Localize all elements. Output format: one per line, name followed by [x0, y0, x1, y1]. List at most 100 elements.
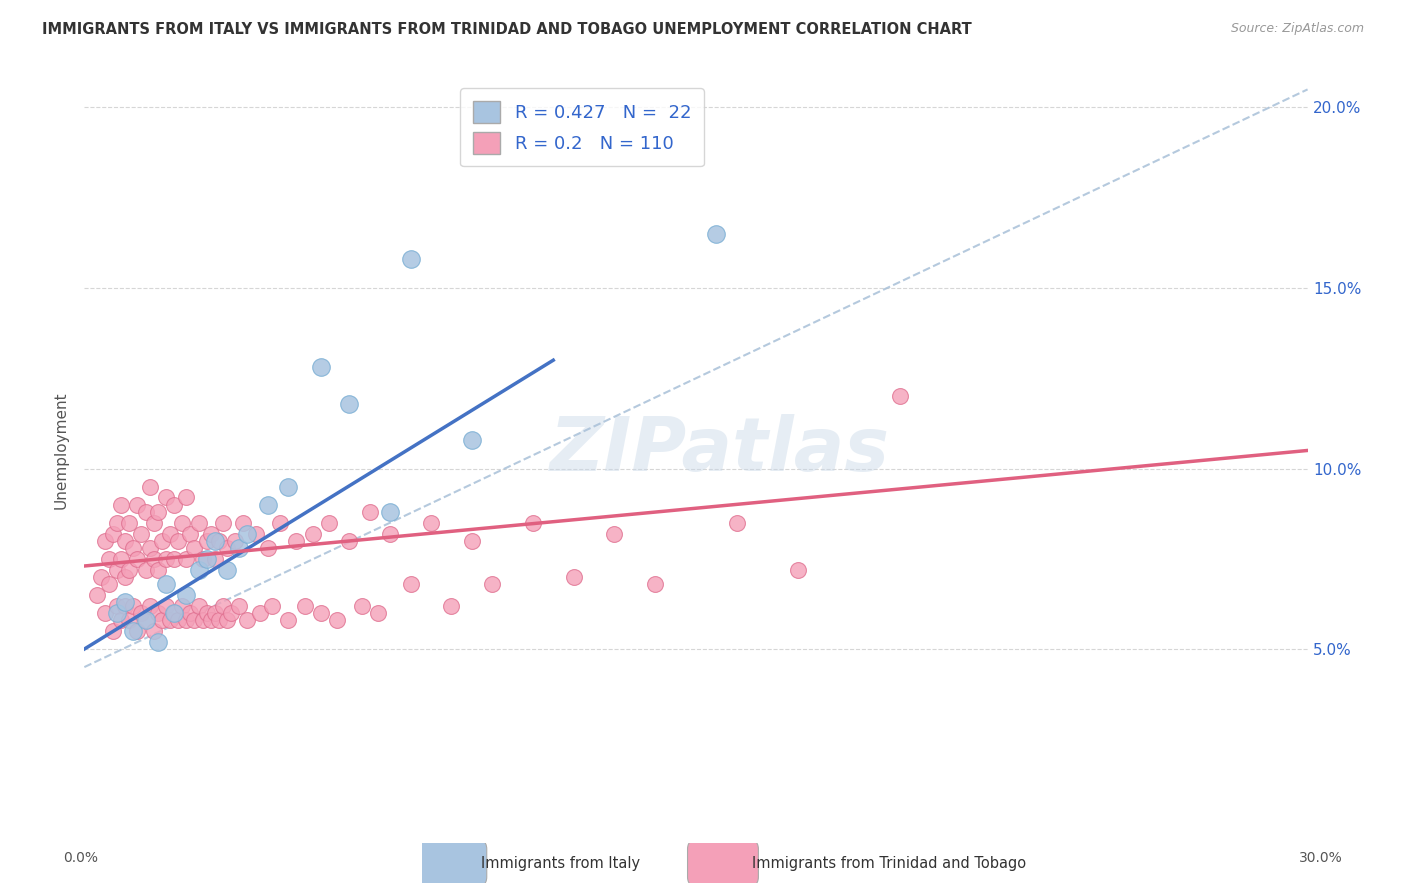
Point — [90, 570, 112, 584]
Text: IMMIGRANTS FROM ITALY VS IMMIGRANTS FROM TRINIDAD AND TOBAGO UNEMPLOYMENT CORREL: IMMIGRANTS FROM ITALY VS IMMIGRANTS FROM… — [42, 22, 972, 37]
Point — [309, 606, 332, 620]
Point — [159, 526, 181, 541]
Point — [228, 541, 250, 555]
Point — [236, 613, 259, 627]
Point — [889, 389, 911, 403]
Point — [146, 635, 169, 649]
Point — [86, 588, 108, 602]
Point — [114, 595, 136, 609]
Point — [191, 613, 214, 627]
Point — [208, 533, 231, 548]
Point — [172, 599, 194, 613]
Point — [105, 516, 128, 530]
Text: 30.0%: 30.0% — [1299, 851, 1343, 865]
Point — [187, 516, 209, 530]
Point — [249, 606, 271, 620]
Point — [127, 551, 149, 566]
Point — [174, 613, 197, 627]
Point — [212, 516, 235, 530]
Point — [367, 606, 389, 620]
Point — [318, 516, 340, 530]
Point — [93, 533, 115, 548]
Point — [146, 563, 169, 577]
Point — [105, 606, 128, 620]
Point — [219, 606, 242, 620]
Point — [440, 599, 463, 613]
Point — [146, 606, 169, 620]
Point — [155, 551, 177, 566]
Point — [135, 613, 157, 627]
Text: Source: ZipAtlas.com: Source: ZipAtlas.com — [1230, 22, 1364, 36]
Point — [399, 577, 422, 591]
Point — [260, 599, 283, 613]
Point — [277, 613, 299, 627]
Text: Immigrants from Trinidad and Tobago: Immigrants from Trinidad and Tobago — [752, 855, 1026, 871]
Point — [110, 613, 132, 627]
Point — [339, 533, 361, 548]
Point — [127, 498, 149, 512]
Point — [122, 624, 145, 638]
Point — [122, 599, 145, 613]
Point — [232, 516, 254, 530]
Point — [294, 599, 316, 613]
Point — [481, 577, 503, 591]
Point — [138, 479, 160, 493]
Point — [245, 526, 267, 541]
Point — [163, 606, 186, 620]
Point — [204, 533, 226, 548]
Point — [122, 541, 145, 555]
Point — [163, 551, 186, 566]
Point — [212, 599, 235, 613]
Point — [155, 491, 177, 505]
Point — [217, 613, 239, 627]
Point — [236, 526, 259, 541]
Point — [339, 396, 361, 410]
Point — [380, 505, 402, 519]
Point — [167, 613, 190, 627]
Point — [257, 541, 280, 555]
Text: ZIPatlas: ZIPatlas — [550, 414, 890, 487]
Point — [97, 577, 120, 591]
Point — [204, 606, 226, 620]
Point — [142, 551, 165, 566]
Point — [350, 599, 373, 613]
Point — [114, 533, 136, 548]
FancyBboxPatch shape — [416, 837, 486, 889]
Point — [522, 516, 544, 530]
Point — [301, 526, 323, 541]
Point — [118, 613, 141, 627]
Point — [269, 516, 291, 530]
Point — [163, 606, 186, 620]
Point — [200, 526, 222, 541]
Point — [191, 551, 214, 566]
Point — [183, 613, 205, 627]
Point — [118, 563, 141, 577]
Point — [200, 613, 222, 627]
Point — [380, 526, 402, 541]
Point — [195, 551, 218, 566]
Point — [127, 624, 149, 638]
Point — [131, 606, 153, 620]
Point — [787, 563, 810, 577]
Point — [725, 516, 748, 530]
Point — [135, 563, 157, 577]
Point — [135, 613, 157, 627]
FancyBboxPatch shape — [688, 837, 758, 889]
Y-axis label: Unemployment: Unemployment — [53, 392, 69, 509]
Point — [195, 533, 218, 548]
Point — [208, 613, 231, 627]
Point — [174, 551, 197, 566]
Point — [159, 613, 181, 627]
Point — [135, 505, 157, 519]
Point — [228, 599, 250, 613]
Point — [217, 541, 239, 555]
Point — [167, 533, 190, 548]
Point — [285, 533, 308, 548]
Point — [138, 599, 160, 613]
Point — [105, 563, 128, 577]
Point — [359, 505, 381, 519]
Point — [93, 606, 115, 620]
Point — [277, 479, 299, 493]
Point — [114, 599, 136, 613]
Point — [97, 551, 120, 566]
